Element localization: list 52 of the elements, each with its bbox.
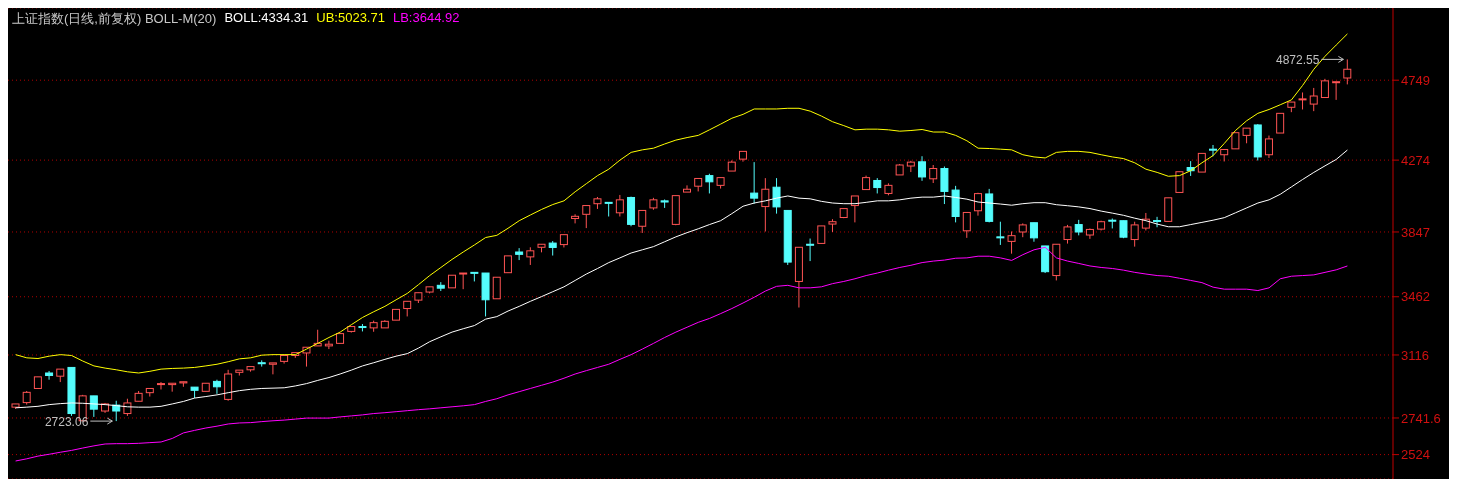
text: UB:5023.71 xyxy=(316,10,385,27)
y-tick-label: 4749 xyxy=(1401,72,1430,88)
candlestick xyxy=(761,177,770,232)
y-tick-label: 3847 xyxy=(1401,224,1430,240)
y-tick-label: 3116 xyxy=(1401,347,1429,363)
candlestick xyxy=(1007,230,1016,255)
candlestick xyxy=(1320,78,1329,99)
candlestick xyxy=(156,381,165,390)
line-series xyxy=(15,33,1348,374)
candlestick xyxy=(806,238,815,262)
text: BOLL:4334.31 xyxy=(224,10,309,27)
candlestick xyxy=(940,166,949,205)
candlestick xyxy=(1309,87,1318,112)
candlestick xyxy=(268,362,277,375)
line-series xyxy=(15,246,1348,462)
chart-title: 上证指数(日线,前复权) BOLL-M(20) xyxy=(12,10,217,28)
candlestick xyxy=(772,177,781,215)
text: LB:3644.92 xyxy=(392,10,460,27)
candlestick xyxy=(1264,135,1273,159)
y-tick-label: 3462 xyxy=(1401,289,1430,305)
candlestick xyxy=(1164,197,1173,222)
candlestick xyxy=(996,221,1005,246)
y-tick-label: 2741.6 xyxy=(1401,410,1441,426)
annotation: 2723.06 xyxy=(44,415,89,430)
candlestick xyxy=(962,211,971,239)
candlestick xyxy=(929,164,938,184)
candlestick xyxy=(492,276,501,300)
candlestick xyxy=(1063,224,1072,245)
candlestick xyxy=(1153,216,1162,228)
candlestick xyxy=(638,209,647,234)
candlestick xyxy=(683,184,691,193)
y-tick-label: 2524 xyxy=(1401,447,1430,463)
candlestick xyxy=(1209,144,1218,157)
candlestick xyxy=(750,161,759,205)
candlestick xyxy=(571,213,580,224)
candlestick xyxy=(615,194,624,217)
candlestick xyxy=(1332,81,1341,101)
annotation: 4872.55 xyxy=(1276,53,1320,68)
candlestick xyxy=(850,195,859,223)
candlestick xyxy=(918,155,927,182)
candlestick xyxy=(515,247,524,261)
candlestick xyxy=(1130,221,1139,248)
candlestick xyxy=(582,205,591,229)
y-tick-label: 4274 xyxy=(1401,152,1430,168)
candlestick xyxy=(324,340,333,350)
candlestick xyxy=(1175,171,1184,193)
candlestick xyxy=(1197,152,1206,173)
candlestick xyxy=(212,379,221,395)
candlestick xyxy=(1029,222,1038,243)
candlestick xyxy=(1276,112,1285,134)
candlestick xyxy=(705,173,714,194)
candlestick xyxy=(45,370,54,381)
